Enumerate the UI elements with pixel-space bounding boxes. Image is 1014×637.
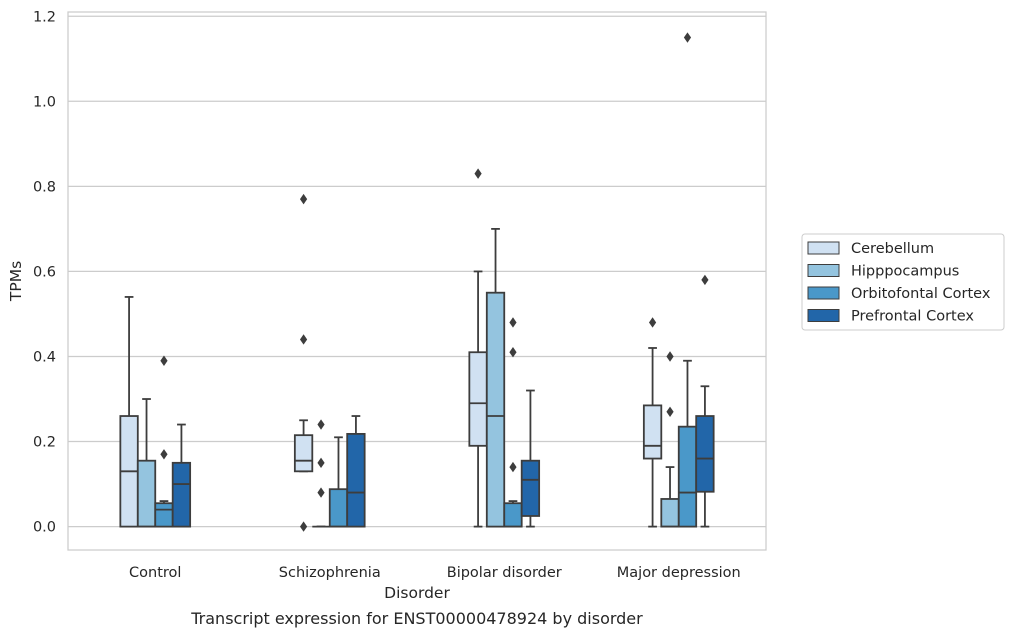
y-tick-label: 0.4	[33, 349, 56, 365]
legend-swatch	[807, 309, 840, 322]
box-hipppocampus	[312, 419, 330, 528]
box-cerebellum	[642, 317, 663, 528]
outlier-point	[509, 347, 517, 358]
box-orbitofontal-cortex	[503, 317, 523, 528]
box	[171, 461, 192, 528]
y-tick-label: 1.2	[33, 9, 56, 25]
gridlines	[68, 15, 766, 528]
box	[293, 434, 314, 473]
y-tick-label: 0.6	[33, 264, 56, 280]
x-axis-label: Disorder	[384, 584, 450, 602]
x-tick-label: Bipolar disorder	[447, 565, 562, 581]
y-axis-label: TPMs	[7, 261, 25, 302]
outlier-point	[299, 193, 308, 205]
legend-swatch	[807, 264, 840, 277]
outlier-point	[160, 355, 168, 366]
y-tick-label: 1.0	[33, 94, 56, 110]
outlier-point	[666, 351, 674, 362]
box	[660, 498, 680, 528]
outlier-point	[701, 274, 709, 286]
box	[520, 459, 541, 517]
x-tick-label: Control	[129, 565, 181, 581]
box	[695, 415, 715, 493]
box	[346, 432, 366, 528]
box-hipppocampus	[485, 228, 506, 528]
outlier-point	[299, 334, 308, 345]
box	[642, 404, 663, 460]
x-tick-label: Major depression	[617, 565, 741, 581]
box-prefrontal-cortex	[171, 423, 192, 528]
legend-label: Prefrontal Cortex	[851, 309, 974, 325]
outlier-point	[509, 461, 517, 473]
chart-caption: Transcript expression for ENST0000047892…	[190, 609, 643, 628]
legend-label: Cerebellum	[851, 241, 934, 257]
box	[677, 425, 698, 528]
outlier-point	[317, 487, 325, 498]
outlier-point	[317, 419, 325, 430]
outlier-point	[509, 317, 517, 328]
box	[503, 502, 523, 528]
legend-frame	[801, 233, 1005, 331]
box	[154, 502, 174, 528]
legend-label: Orbitofontal Cortex	[851, 286, 991, 302]
outlier-point	[474, 168, 482, 179]
x-tick-label: Schizophrenia	[279, 565, 381, 581]
plot-frame	[67, 11, 767, 551]
box-plots	[119, 32, 715, 532]
outlier-point	[648, 317, 657, 328]
box-cerebellum	[468, 168, 488, 528]
y-tick-label: 0.8	[33, 179, 56, 195]
box	[485, 291, 506, 528]
legend-swatch	[807, 286, 840, 300]
legend-swatch	[807, 241, 840, 255]
outlier-point	[666, 406, 674, 417]
outlier-point	[317, 457, 325, 469]
box-orbitofontal-cortex	[677, 32, 698, 528]
legend-label: Hipppocampus	[851, 264, 959, 280]
box-cerebellum	[119, 296, 139, 528]
y-tick-label: 0.2	[33, 435, 56, 451]
box	[328, 488, 349, 528]
outlier-point	[683, 32, 692, 43]
x-tick-labels: Control Schizophrenia Bipolar disorder Majo…	[129, 565, 741, 581]
legend: Cerebellum Hipppocampus Orbitofontal Corte…	[801, 233, 1005, 331]
box	[468, 351, 488, 447]
y-tick-label: 0.0	[33, 520, 56, 536]
box-prefrontal-cortex	[346, 415, 366, 528]
box	[136, 459, 157, 528]
box-prefrontal-cortex	[520, 389, 541, 528]
box-hipppocampus	[660, 351, 680, 528]
outlier-point	[160, 449, 168, 460]
box-prefrontal-cortex	[695, 274, 715, 528]
box-orbitofontal-cortex	[328, 436, 349, 528]
box-hipppocampus	[136, 398, 157, 528]
outlier-point	[299, 521, 308, 532]
box-cerebellum	[293, 193, 314, 532]
y-tick-labels: 0.0 0.2 0.4 0.6 0.8 1.0 1.2	[33, 9, 56, 535]
